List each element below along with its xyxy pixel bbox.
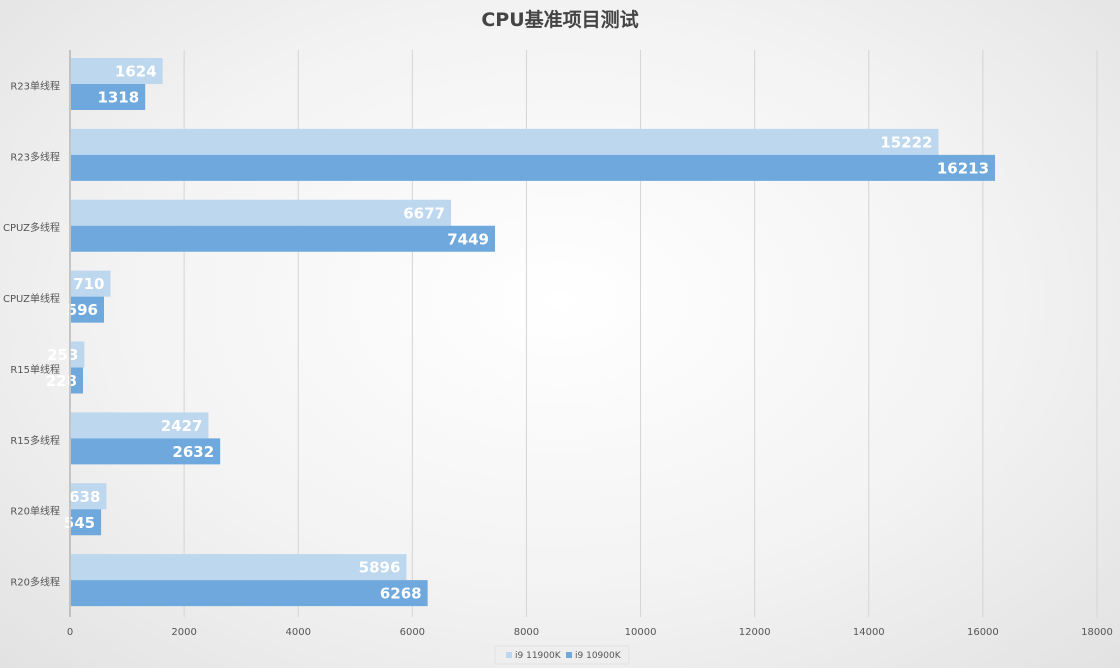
data-label: 253 <box>47 346 78 364</box>
bar <box>71 341 85 368</box>
x-tick-label: 4000 <box>285 627 310 638</box>
bar <box>71 296 105 323</box>
data-label: 15222 <box>880 133 932 151</box>
bar <box>71 128 939 155</box>
category-label: R15多线程 <box>10 434 60 447</box>
data-label: 1624 <box>115 63 157 81</box>
bar <box>71 225 496 252</box>
legend: i9 11900K i9 10900K <box>494 645 630 665</box>
category-label: R15单线程 <box>10 363 60 376</box>
data-label: 6677 <box>403 204 445 222</box>
x-tick-label: 8000 <box>514 627 539 638</box>
category-label: R20单线程 <box>10 505 60 518</box>
category-label: R23单线程 <box>10 79 60 92</box>
category-label: CPUZ多线程 <box>3 221 60 234</box>
category-label: R20多线程 <box>10 576 60 589</box>
data-label: 1318 <box>97 89 139 107</box>
bar <box>71 270 111 297</box>
category-label: CPUZ单线程 <box>3 292 60 305</box>
bar <box>71 412 209 439</box>
data-label: 2427 <box>161 417 203 435</box>
bar <box>71 554 407 581</box>
chart-title: CPU基准项目测试 <box>481 8 638 31</box>
legend-swatch <box>506 652 512 658</box>
legend-entry: i9 10900K <box>575 651 622 661</box>
bar <box>71 483 107 510</box>
axes: 0 2000 4000 6000 8000 10000 12000 14000 16000 180… <box>3 50 1113 638</box>
data-label: 228 <box>46 372 77 390</box>
bars <box>71 58 996 607</box>
bar <box>71 438 221 465</box>
bar <box>71 154 996 181</box>
data-label: 2632 <box>172 443 214 461</box>
bar <box>71 84 146 110</box>
x-tick-label: 6000 <box>400 627 425 638</box>
data-label: 7449 <box>447 230 489 248</box>
x-tick-label: 12000 <box>739 627 771 638</box>
data-label: 5896 <box>359 559 401 577</box>
legend-swatch <box>566 652 572 658</box>
x-tick-label: 2000 <box>171 627 196 638</box>
data-label: 16213 <box>937 159 989 177</box>
category-label: R23多线程 <box>10 150 60 163</box>
x-tick-label: 18000 <box>1081 627 1113 638</box>
x-tick-label: 0 <box>67 627 73 638</box>
data-label: 545 <box>64 514 95 532</box>
data-label: 638 <box>69 488 100 506</box>
x-tick-label: 10000 <box>625 627 657 638</box>
bar <box>71 199 451 226</box>
bar <box>71 509 102 536</box>
bar <box>71 58 163 84</box>
data-label: 596 <box>67 301 98 319</box>
legend-box <box>494 645 630 665</box>
x-tick-label: 14000 <box>853 627 885 638</box>
data-label: 710 <box>73 275 104 293</box>
x-tick-label: 16000 <box>967 627 999 638</box>
legend-entry: i9 11900K <box>515 651 562 661</box>
data-label: 6268 <box>380 585 422 603</box>
bar <box>71 367 84 394</box>
bar <box>71 580 428 607</box>
